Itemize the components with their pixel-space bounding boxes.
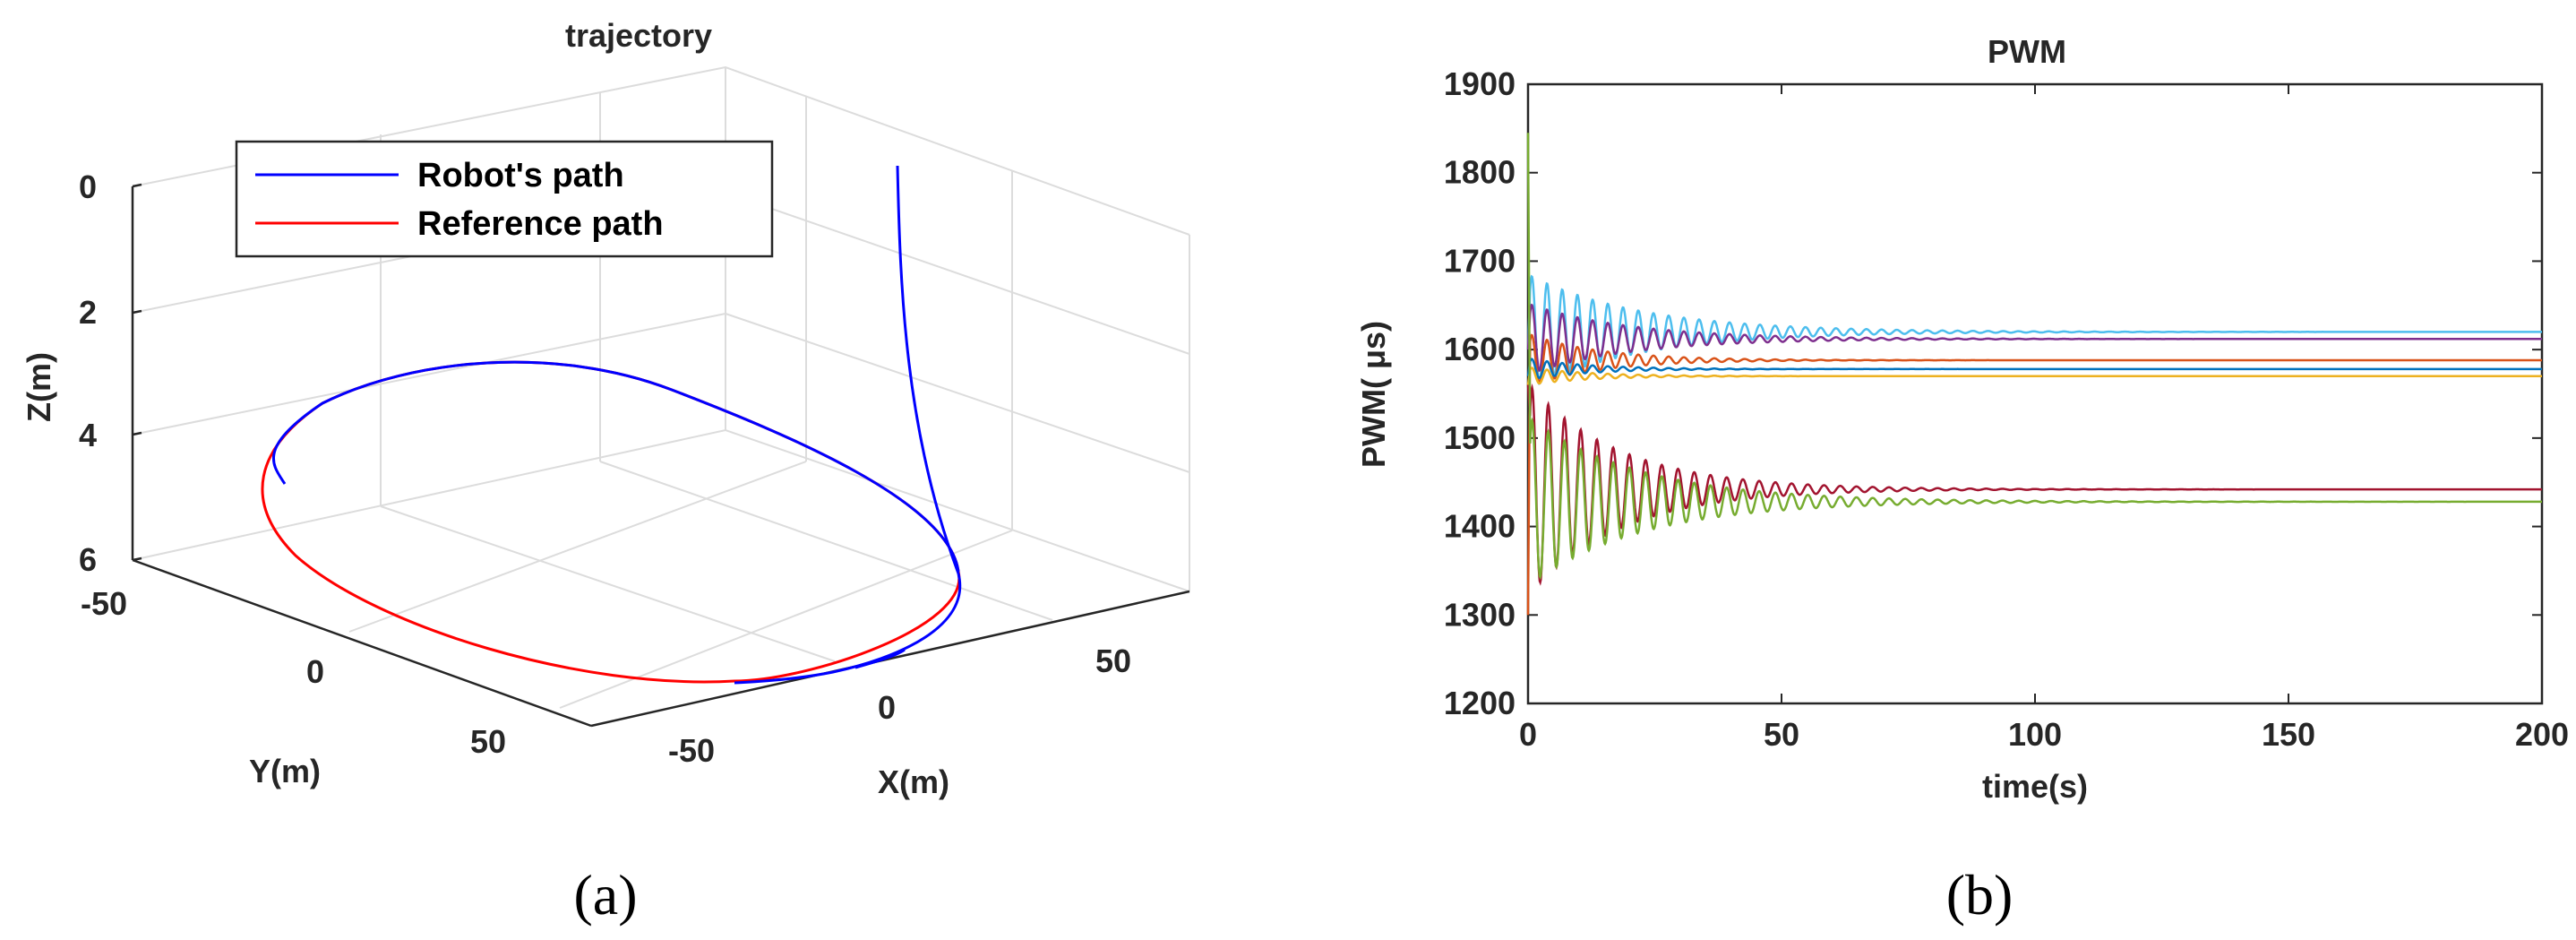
- pwm-plot: PWM 0 50 100 150 200 1200 1300 1400 1500 1600 1700…: [1355, 33, 2569, 927]
- y-axis-label: Y(m): [249, 753, 321, 789]
- y-tick-label: 1400: [1444, 508, 1516, 545]
- x-tick-label: 200: [2515, 716, 2569, 753]
- x-tick-label: 50: [1095, 642, 1131, 679]
- robot-path-line: [734, 165, 962, 685]
- y-tick-label: 0: [306, 653, 324, 690]
- pwm-series-line-2: [1526, 303, 2542, 373]
- x-tick-label: 150: [2262, 716, 2315, 753]
- x-tick-label: -50: [668, 732, 715, 769]
- pwm-series-line-3: [1526, 333, 2542, 616]
- pwm-ticks: 0 50 100 150 200 1200 1300 1400 1500 1600 1700 1800…: [1444, 65, 2569, 753]
- z-tick-label: 6: [79, 541, 97, 578]
- y-tick-label: 1600: [1444, 331, 1516, 367]
- z-axis-label: Z(m): [21, 352, 57, 422]
- y-tick-label: 1300: [1444, 596, 1516, 633]
- y-tick-label: 1800: [1444, 154, 1516, 191]
- z-tick-label: 2: [79, 294, 97, 331]
- pwm-series-line-7: [1526, 133, 2542, 581]
- pwm-series: [1526, 133, 2542, 616]
- pwm-series-line-4: [1526, 358, 2542, 380]
- pwm-series-line-6: [1526, 383, 2542, 586]
- y-tick-label: 1900: [1444, 65, 1516, 102]
- x-tick-label: 0: [1519, 716, 1537, 753]
- z-tick-label: 4: [79, 417, 97, 453]
- pwm-plot-area: [1526, 82, 2544, 705]
- trajectory-axes: [131, 183, 1190, 728]
- legend-label-robot: Robot's path: [417, 157, 624, 194]
- y-tick-label: -50: [81, 585, 127, 622]
- y-tick-label: 1500: [1444, 419, 1516, 456]
- pwm-series-line-1: [1526, 274, 2542, 385]
- y-tick-label: 1700: [1444, 242, 1516, 279]
- trajectory-tick-labels: 0 2 4 6 -50 0 50 -50 0 50: [79, 168, 1131, 769]
- legend-label-reference: Reference path: [417, 205, 664, 243]
- trajectory-title: trajectory: [565, 17, 712, 54]
- y-tick-label: 50: [470, 723, 506, 760]
- panel-label-a: (a): [573, 863, 637, 927]
- x-axis-label: X(m): [878, 763, 949, 800]
- y-tick-label: 1200: [1444, 685, 1516, 721]
- pwm-x-axis-label: time(s): [1982, 768, 2088, 805]
- x-tick-label: 50: [1764, 716, 1799, 753]
- pwm-y-axis-label: PWM( μs): [1355, 321, 1392, 468]
- z-tick-label: 0: [79, 168, 97, 205]
- trajectory-plot: trajectory: [21, 17, 1190, 927]
- legend-box: [235, 140, 774, 258]
- panel-label-b: (b): [1946, 863, 2014, 927]
- reference-path-line: [261, 360, 961, 684]
- robot-path-overlay: [271, 360, 960, 573]
- x-tick-label: 0: [878, 689, 896, 726]
- pwm-title: PWM: [1988, 33, 2066, 70]
- x-tick-label: 100: [2008, 716, 2062, 753]
- pwm-series-line-5: [1526, 367, 2542, 385]
- trajectory-legend: Robot's path Reference path: [235, 140, 774, 258]
